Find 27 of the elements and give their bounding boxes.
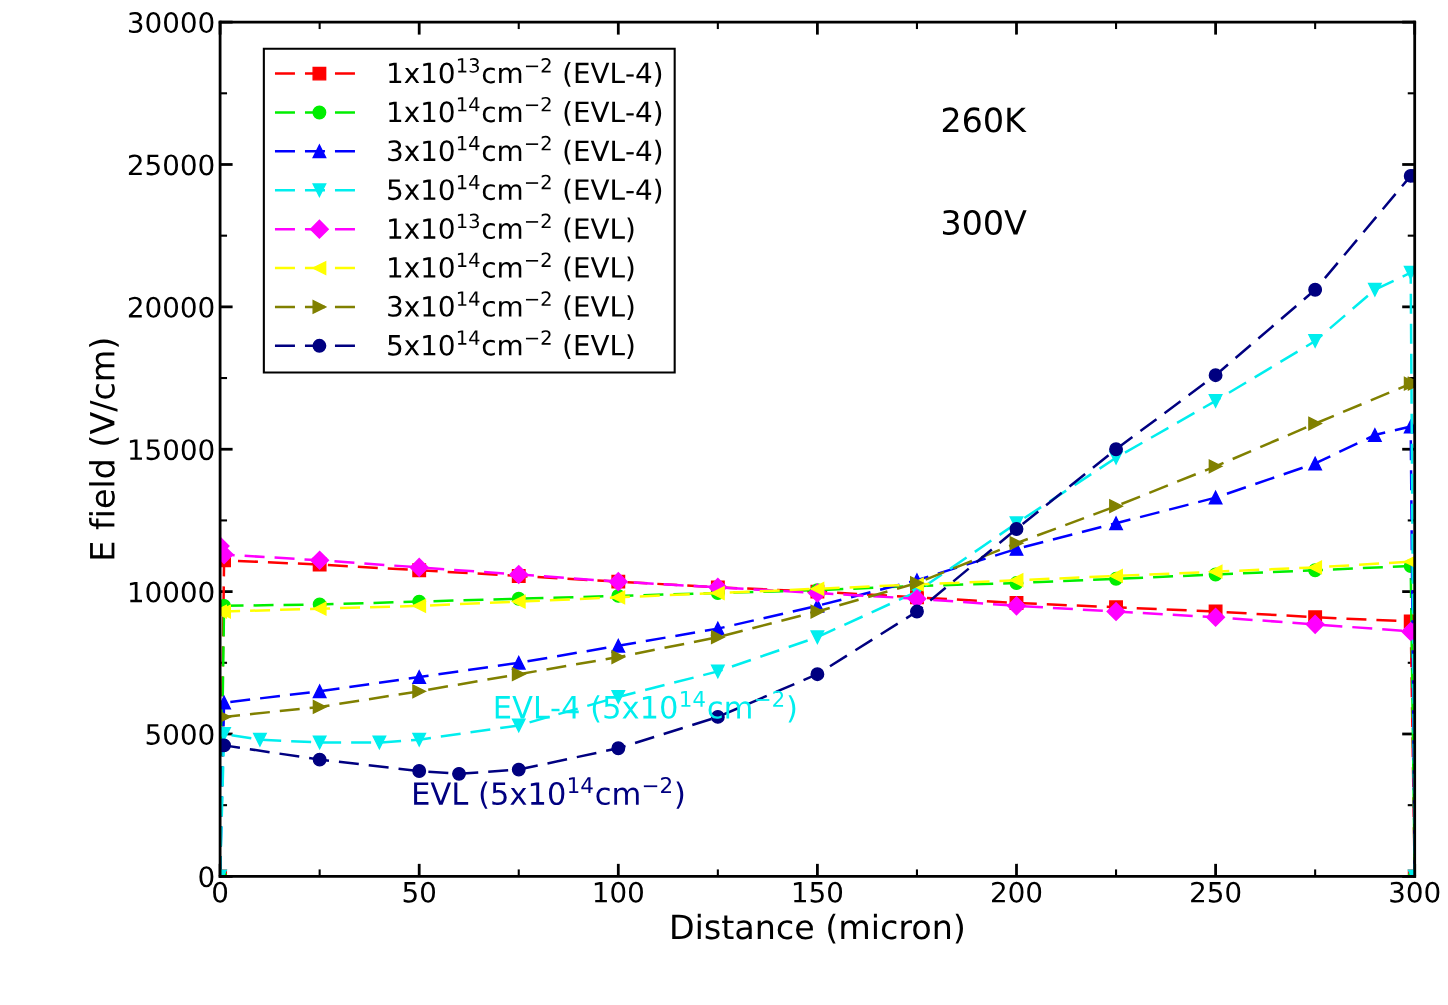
legend-label: 1x10$^{13}$cm$^{−2}$ (EVL-4) bbox=[389, 58, 662, 87]
y-tick-label: 30000 bbox=[128, 12, 214, 34]
legend-label: 1x10$^{14}$cm$^{−2}$ (EVL-4) bbox=[389, 96, 662, 126]
annotation: 300V bbox=[942, 209, 1027, 236]
y-tick-label: 0 bbox=[199, 866, 214, 888]
x-axis-title: Distance (micron) bbox=[672, 913, 963, 944]
x-tick-label: 100 bbox=[594, 881, 643, 903]
y-axis-title: E field (V/cm) bbox=[89, 339, 119, 559]
y-tick-label: 25000 bbox=[128, 154, 214, 176]
y-tick-label: 5000 bbox=[146, 723, 214, 745]
legend-label: 1x10$^{13}$cm$^{−2}$ (EVL) bbox=[389, 213, 634, 243]
x-tick-label: 200 bbox=[992, 881, 1042, 903]
x-tick-label: 50 bbox=[403, 881, 436, 903]
x-tick-label: 0 bbox=[213, 881, 228, 903]
legend-label: 5x10$^{14}$cm$^{−2}$ (EVL) bbox=[388, 330, 634, 359]
legend-label: 3x10$^{14}$cm$^{−2}$ (EVL-4) bbox=[388, 135, 662, 165]
legend-label: 5x10$^{14}$cm$^{−2}$ (EVL-4) bbox=[388, 174, 662, 204]
x-tick-label: 250 bbox=[1191, 881, 1241, 903]
y-tick-label: 20000 bbox=[128, 296, 214, 318]
y-tick-label: 15000 bbox=[129, 439, 214, 461]
annotation: 260K bbox=[942, 107, 1027, 133]
legend-label: 3x10$^{14}$cm$^{−2}$ (EVL) bbox=[388, 291, 634, 321]
annotation: EVL (5x10$^{14}$cm$^{−2}$) bbox=[414, 777, 684, 809]
legend-label: 1x10$^{14}$cm$^{−2}$ (EVL) bbox=[389, 252, 634, 282]
x-tick-label: 300 bbox=[1390, 881, 1440, 903]
x-tick-label: 150 bbox=[793, 881, 843, 903]
y-tick-label: 10000 bbox=[129, 581, 214, 603]
